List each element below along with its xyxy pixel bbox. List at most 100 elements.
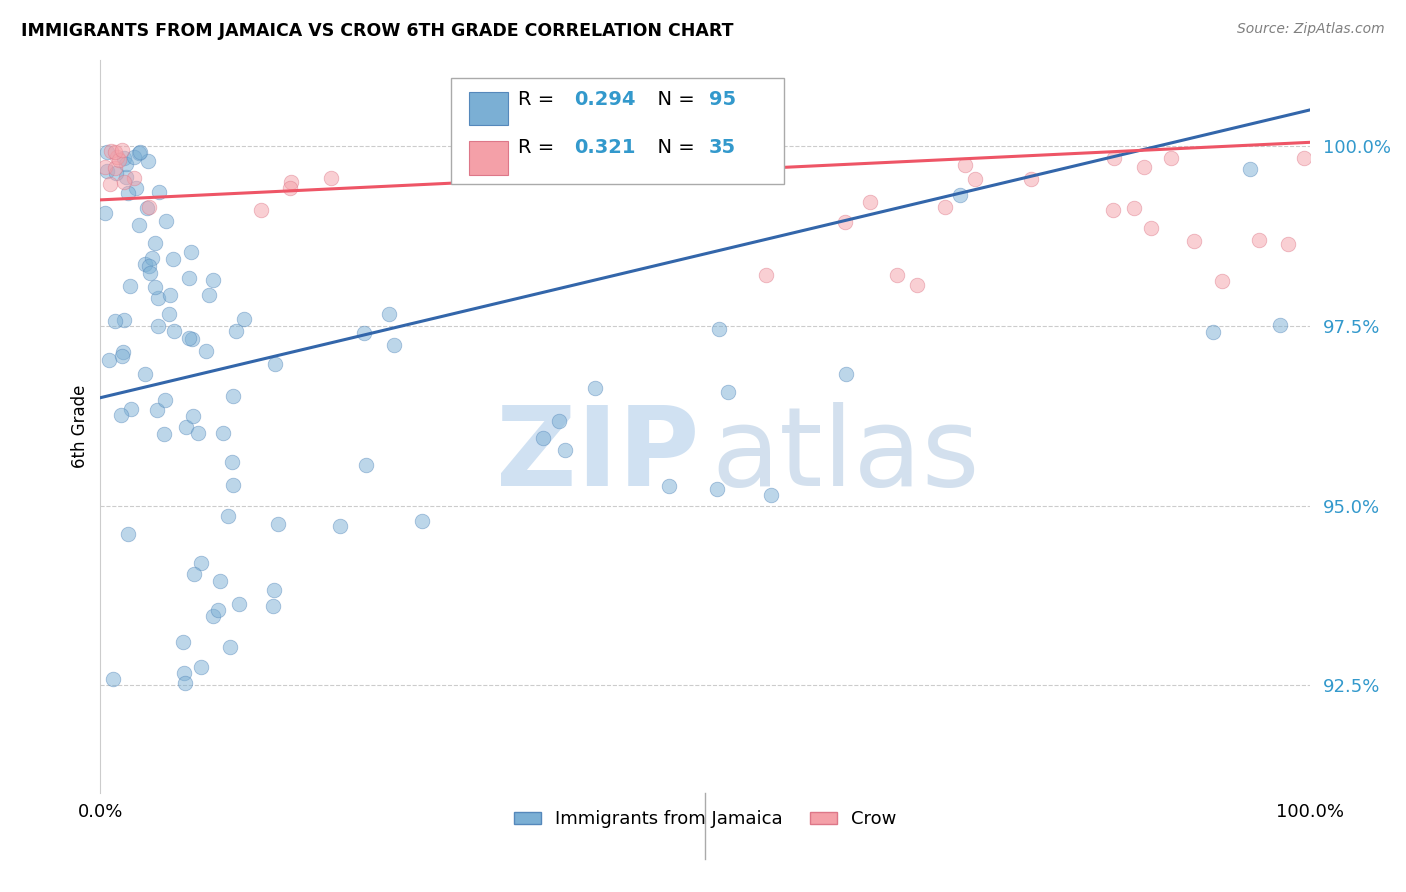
Text: R =: R = (517, 90, 560, 110)
Point (934, 200, 956, 214)
Point (103, 161, 125, 176)
Point (1270, 318, 1292, 332)
Point (129, 145, 152, 159)
Point (531, 431, 554, 445)
Point (411, 514, 433, 528)
Point (172, 635, 194, 649)
Point (180, 245, 202, 260)
Text: 95: 95 (709, 90, 735, 110)
Point (125, 181, 148, 195)
Point (122, 170, 145, 185)
Point (112, 175, 135, 189)
Point (181, 409, 204, 424)
Point (135, 201, 157, 215)
Point (157, 307, 180, 321)
Point (201, 608, 224, 623)
Point (128, 146, 150, 161)
Point (834, 215, 856, 229)
Point (278, 181, 301, 195)
Point (198, 288, 221, 302)
Point (145, 280, 167, 294)
Point (202, 273, 225, 287)
Text: 35: 35 (709, 138, 735, 158)
Point (162, 324, 184, 338)
Point (249, 202, 271, 217)
Point (1239, 162, 1261, 177)
Point (208, 574, 231, 589)
Point (138, 259, 160, 273)
Point (139, 267, 162, 281)
Point (108, 153, 131, 167)
Point (1132, 160, 1154, 174)
Point (217, 508, 239, 523)
Text: Source: ZipAtlas.com: Source: ZipAtlas.com (1237, 22, 1385, 37)
Point (267, 516, 290, 531)
Point (173, 665, 195, 680)
Point (262, 599, 284, 613)
Point (146, 403, 169, 417)
Point (354, 458, 377, 472)
Point (1249, 233, 1271, 247)
Point (177, 271, 200, 285)
Point (834, 368, 856, 382)
Text: N =: N = (644, 138, 700, 158)
Point (378, 307, 401, 321)
Point (329, 518, 352, 533)
Point (219, 640, 242, 654)
Point (207, 603, 229, 617)
Point (117, 527, 139, 541)
Point (949, 188, 972, 202)
Point (181, 332, 204, 346)
Point (153, 427, 176, 442)
Point (1211, 274, 1233, 288)
Point (583, 381, 606, 395)
Point (94, 206, 117, 220)
Point (264, 357, 287, 371)
Point (115, 157, 138, 171)
Point (963, 171, 986, 186)
Point (658, 479, 681, 493)
Text: ZIP: ZIP (496, 402, 699, 509)
Point (212, 426, 235, 441)
Point (121, 401, 143, 416)
Point (382, 337, 405, 351)
Point (94, 161, 117, 175)
Point (104, 314, 127, 328)
Point (232, 311, 254, 326)
Legend: Immigrants from Jamaica, Crow: Immigrants from Jamaica, Crow (506, 803, 904, 836)
Point (98, 177, 121, 191)
Point (128, 218, 150, 232)
Point (117, 186, 139, 200)
Point (112, 151, 135, 165)
Point (96, 145, 118, 160)
Point (554, 443, 576, 458)
Point (111, 344, 134, 359)
Point (224, 324, 246, 338)
Point (148, 291, 170, 305)
Point (1021, 171, 1043, 186)
Point (222, 389, 245, 403)
Point (1102, 202, 1125, 217)
Point (1104, 151, 1126, 165)
Point (321, 171, 343, 186)
Point (953, 158, 976, 172)
Point (190, 660, 212, 674)
Point (134, 368, 156, 382)
Point (141, 252, 163, 266)
Point (280, 175, 302, 189)
Point (1140, 220, 1163, 235)
Point (111, 349, 134, 363)
Point (115, 169, 138, 184)
Point (162, 252, 184, 267)
Point (707, 322, 730, 336)
Point (859, 194, 882, 209)
Point (195, 344, 218, 359)
Point (754, 268, 776, 283)
Point (96, 163, 118, 178)
Point (221, 478, 243, 492)
Point (228, 597, 250, 611)
Point (221, 455, 243, 469)
Point (716, 384, 738, 399)
Point (1277, 237, 1299, 252)
Point (174, 420, 197, 434)
